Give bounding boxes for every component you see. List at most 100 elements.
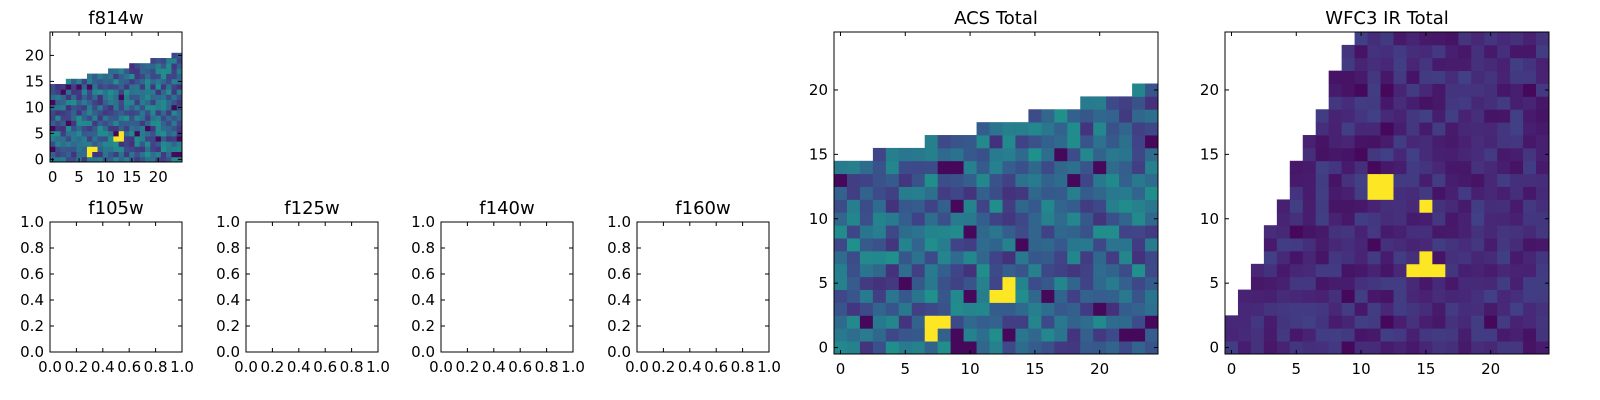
heatmap-cell	[1263, 238, 1278, 252]
heatmap-cell	[1015, 341, 1029, 355]
heatmap-cell	[1354, 135, 1368, 149]
heatmap-cell	[166, 78, 172, 85]
heatmap-cell	[1315, 250, 1330, 265]
heatmap-cell	[1536, 44, 1550, 59]
heatmap-cell	[123, 104, 130, 111]
heatmap-cell	[1093, 250, 1107, 265]
heatmap-cell	[1510, 276, 1524, 290]
heatmap-cell	[1237, 302, 1252, 316]
heatmap-cell	[123, 130, 130, 137]
heatmap-cell	[1341, 135, 1355, 149]
heatmap-cell	[1484, 44, 1498, 59]
heatmap-cell	[885, 302, 900, 316]
heatmap-cell	[1393, 199, 1407, 213]
heatmap-cell	[123, 125, 130, 132]
heatmap-cell	[1523, 250, 1537, 265]
heatmap-cell	[145, 141, 151, 147]
heatmap-cell	[129, 63, 135, 69]
heatmap-cell	[1393, 302, 1407, 316]
y-tick-label: 0.0	[607, 343, 631, 361]
heatmap-cell	[1367, 263, 1381, 278]
heatmap-cell	[129, 110, 135, 116]
x-tick-label: 0.4	[91, 358, 115, 376]
heatmap-cell	[81, 110, 88, 116]
heatmap-cell	[155, 58, 162, 64]
heatmap-cell	[113, 73, 120, 80]
heatmap-cell	[166, 130, 172, 137]
x-tick-label: 15	[1025, 360, 1044, 378]
heatmap-cell	[97, 156, 104, 163]
heatmap-cell	[1458, 147, 1472, 162]
y-tick-label: 10	[25, 98, 44, 116]
heatmap-cell	[1028, 160, 1042, 175]
heatmap-cell	[1015, 289, 1029, 303]
heatmap-cell	[1119, 302, 1133, 316]
heatmap-cell	[924, 289, 939, 303]
heatmap-cell	[76, 141, 83, 147]
heatmap-cell	[976, 341, 990, 355]
heatmap-cell	[55, 136, 61, 142]
heatmap-cell	[65, 120, 72, 126]
heatmap-cell	[989, 328, 1003, 342]
heatmap-cell	[1510, 341, 1524, 355]
heatmap-cell	[139, 99, 146, 106]
heatmap-cell	[1523, 160, 1537, 175]
heatmap-cell	[1132, 289, 1146, 303]
x-tick-label: 10	[1352, 360, 1371, 378]
heatmap-cell	[1367, 302, 1381, 316]
heatmap-cell	[1367, 225, 1381, 239]
heatmap-cell	[950, 212, 964, 226]
heatmap-cell	[1015, 160, 1029, 175]
heatmap-cell	[872, 250, 887, 265]
heatmap-cell	[1536, 250, 1550, 265]
heatmap-cell	[1054, 225, 1068, 239]
heatmap-cell	[60, 141, 67, 147]
heatmap-cell	[113, 99, 120, 106]
heatmap-cell	[1080, 238, 1094, 252]
heatmap-cell	[1106, 186, 1120, 200]
heatmap-cell	[118, 136, 125, 142]
heatmap-cell	[65, 141, 72, 147]
ticks: 0.0 0.2 0.4 0.6 0.8 1.00.00.20.40.60.81.0	[216, 213, 390, 376]
heatmap-cell	[150, 94, 156, 100]
y-tick-label: 5	[818, 274, 828, 292]
heatmap-cell	[60, 151, 67, 158]
heatmap-cell	[1093, 109, 1107, 123]
heatmap-cell	[1484, 328, 1498, 342]
panel-title: WFC3 IR Total	[1325, 8, 1448, 29]
heatmap-cell	[1497, 186, 1511, 200]
heatmap-cell	[55, 141, 61, 147]
heatmap-cell	[155, 151, 162, 158]
heatmap-cell	[1510, 250, 1524, 265]
heatmap-cell	[1276, 328, 1291, 342]
heatmap-cell	[1015, 263, 1029, 278]
heatmap-cell	[145, 73, 151, 80]
heatmap-cell	[1067, 328, 1081, 342]
heatmap-cell	[118, 156, 125, 163]
heatmap-cell	[171, 120, 178, 126]
heatmap-cell	[60, 89, 67, 95]
heatmap-cell	[92, 73, 98, 80]
heatmap-cell	[129, 68, 135, 74]
heatmap-cell	[1002, 263, 1016, 278]
heatmap-cell	[65, 94, 72, 100]
heatmap-cell	[976, 250, 990, 265]
y-tick-label: 0.6	[20, 265, 44, 283]
y-tick-label: 0.2	[216, 317, 240, 335]
heatmap-cell	[1419, 44, 1433, 59]
heatmap-cell	[1002, 122, 1016, 136]
heatmap-cell	[97, 104, 104, 111]
heatmap-cell	[1484, 160, 1498, 175]
heatmap-cell	[166, 73, 172, 80]
heatmap-cell	[1067, 289, 1081, 303]
heatmap-cell	[171, 156, 178, 163]
heatmap-cell	[950, 328, 964, 342]
heatmap-cell	[145, 115, 151, 121]
heatmap-cell	[139, 104, 146, 111]
heatmap-cell	[1445, 135, 1459, 149]
heatmap-cell	[1471, 32, 1485, 46]
y-tick-label: 20	[1200, 81, 1219, 99]
heatmap-cell	[937, 302, 952, 316]
heatmap-cell	[1393, 160, 1407, 175]
heatmap-cell	[123, 94, 130, 100]
